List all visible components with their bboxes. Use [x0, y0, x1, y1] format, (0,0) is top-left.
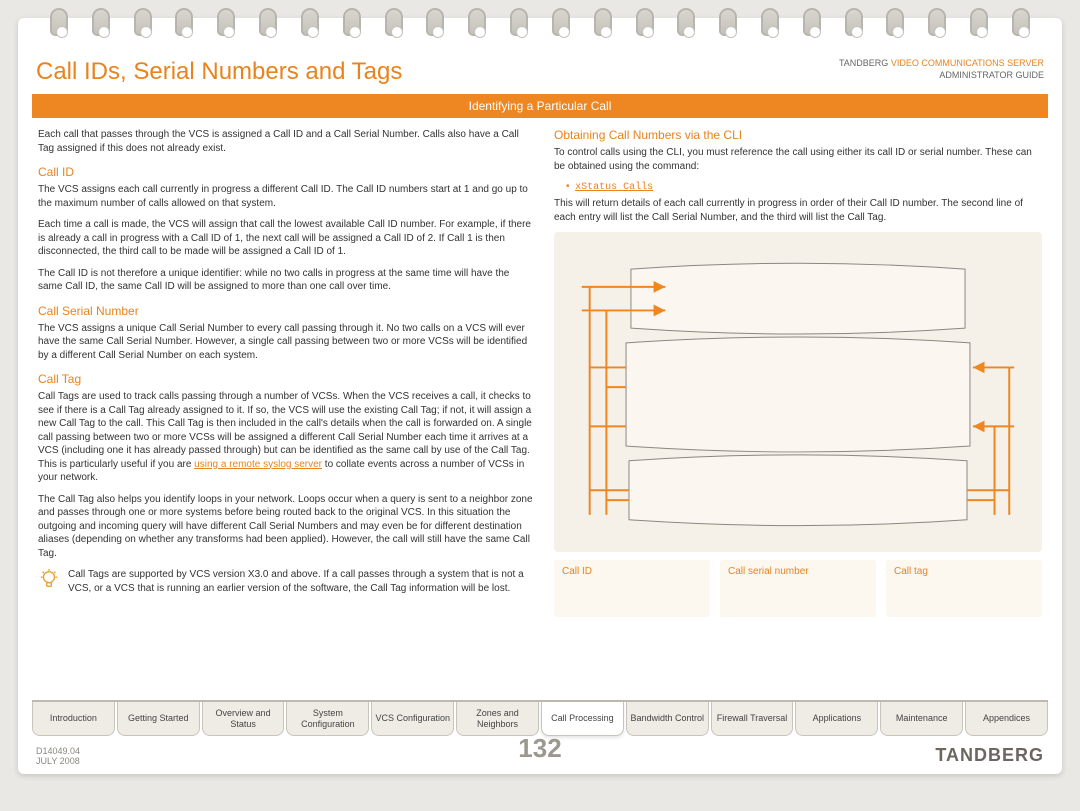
tab-bandwidth[interactable]: Bandwidth Control	[626, 702, 709, 736]
right-column: Obtaining Call Numbers via the CLI To co…	[554, 128, 1042, 617]
cli-p1: To control calls using the CLI, you must…	[554, 146, 1042, 173]
guide-label: TANDBERG VIDEO COMMUNICATIONS SERVER ADM…	[839, 58, 1044, 81]
page-title: Call IDs, Serial Numbers and Tags	[36, 58, 402, 86]
cli-command-bullet: • xStatus Calls	[566, 181, 1042, 193]
tab-firewall[interactable]: Firewall Traversal	[711, 702, 794, 736]
tag-p2: The Call Tag also helps you identify loo…	[38, 493, 536, 561]
legend-call-id: Call ID	[554, 560, 710, 617]
intro-paragraph: Each call that passes through the VCS is…	[38, 128, 536, 155]
legend-tag: Call tag	[886, 560, 1042, 617]
diagram-svg	[572, 246, 1024, 538]
tab-introduction[interactable]: Introduction	[32, 702, 115, 736]
doc-date: JULY 2008	[36, 756, 80, 766]
doc-meta: D14049.04 JULY 2008	[36, 746, 80, 766]
tab-vcs-config[interactable]: VCS Configuration	[371, 702, 454, 736]
tag-p1: Call Tags are used to track calls passin…	[38, 390, 536, 485]
callid-p2: Each time a call is made, the VCS will a…	[38, 218, 536, 259]
tab-applications[interactable]: Applications	[795, 702, 878, 736]
tab-maintenance[interactable]: Maintenance	[880, 702, 963, 736]
heading-serial: Call Serial Number	[38, 304, 536, 318]
syslog-link[interactable]: using a remote syslog server	[194, 459, 322, 470]
lightbulb-icon	[38, 568, 60, 590]
tip-note: Call Tags are supported by VCS version X…	[38, 568, 536, 595]
tab-overview-status[interactable]: Overview and Status	[202, 702, 285, 736]
cli-p2: This will return details of each call cu…	[554, 197, 1042, 224]
heading-call-id: Call ID	[38, 165, 536, 179]
bottom-tabs: Introduction Getting Started Overview an…	[32, 700, 1048, 736]
callid-p1: The VCS assigns each call currently in p…	[38, 183, 536, 210]
tab-call-processing[interactable]: Call Processing	[541, 702, 624, 736]
tab-appendices[interactable]: Appendices	[965, 702, 1048, 736]
doc-id: D14049.04	[36, 746, 80, 756]
call-flow-diagram	[554, 232, 1042, 552]
product-name: VIDEO COMMUNICATIONS SERVER	[891, 58, 1044, 68]
page-number: 132	[518, 733, 561, 764]
brand-text: TANDBERG	[839, 58, 891, 68]
section-bar: Identifying a Particular Call	[32, 94, 1048, 118]
serial-p1: The VCS assigns a unique Call Serial Num…	[38, 322, 536, 363]
heading-tag: Call Tag	[38, 372, 536, 386]
diagram-legend: Call ID Call serial number Call tag	[554, 560, 1042, 617]
page-footer: D14049.04 JULY 2008 132 TANDBERG	[36, 745, 1044, 766]
tip-text: Call Tags are supported by VCS version X…	[68, 568, 536, 595]
callid-p3: The Call ID is not therefore a unique id…	[38, 267, 536, 294]
brand-logo: TANDBERG	[935, 745, 1044, 766]
document-page: Call IDs, Serial Numbers and Tags TANDBE…	[18, 18, 1062, 774]
guide-type: ADMINISTRATOR GUIDE	[839, 70, 1044, 82]
spiral-binding	[18, 8, 1062, 36]
legend-serial: Call serial number	[720, 560, 876, 617]
heading-cli: Obtaining Call Numbers via the CLI	[554, 128, 1042, 142]
content-area: Call IDs, Serial Numbers and Tags TANDBE…	[32, 54, 1048, 704]
left-column: Each call that passes through the VCS is…	[38, 128, 536, 617]
cli-command[interactable]: xStatus Calls	[575, 182, 653, 193]
tab-getting-started[interactable]: Getting Started	[117, 702, 200, 736]
tab-zones-neighbors[interactable]: Zones and Neighbors	[456, 702, 539, 736]
tab-system-config[interactable]: System Configuration	[286, 702, 369, 736]
